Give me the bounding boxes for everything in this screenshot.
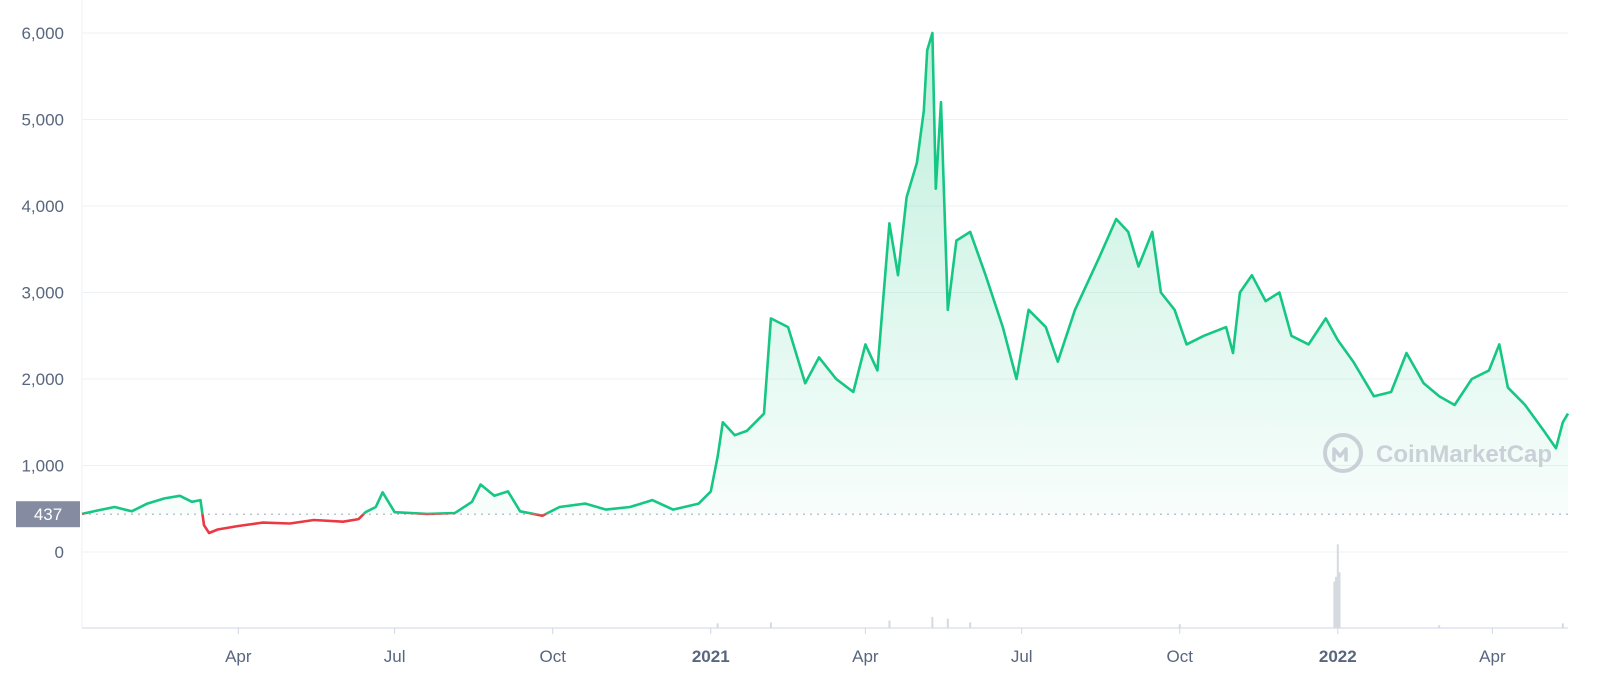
x-tick-label: 2021	[692, 647, 730, 666]
volume-bar	[969, 622, 972, 628]
y-tick-label: 6,000	[21, 24, 64, 43]
reference-label-box	[16, 501, 80, 528]
x-tick-label: Oct	[539, 647, 566, 666]
y-tick-label: 3,000	[21, 284, 64, 303]
x-tick-label: Apr	[1479, 647, 1506, 666]
grid	[81, 0, 1568, 629]
x-tick-label: Jul	[384, 647, 406, 666]
x-tick-label: Oct	[1167, 647, 1194, 666]
y-tick-label: 1,000	[21, 457, 64, 476]
price-line-below	[82, 514, 549, 535]
watermark: CoinMarketCap	[1323, 433, 1552, 473]
volume-bar	[769, 622, 772, 628]
volume-bar	[1335, 576, 1338, 628]
volume-bar	[931, 616, 934, 628]
volume-bar	[1333, 581, 1336, 628]
price-line	[81, 31, 1570, 535]
y-tick-label: 2,000	[21, 370, 64, 389]
x-tick-label: Apr	[225, 647, 252, 666]
volume-bar	[1438, 625, 1441, 628]
x-tick-label: 2022	[1319, 647, 1357, 666]
volume-bar	[716, 623, 719, 628]
volume-bars	[716, 544, 1564, 628]
y-tick-label: 0	[55, 543, 64, 562]
volume-bar	[888, 620, 891, 628]
volume-bar	[1336, 544, 1339, 628]
y-axis: 0 1,000 2,000 3,000 4,000 5,000 6,000	[21, 24, 64, 562]
volume-bar	[1338, 572, 1341, 628]
volume-bar	[1178, 624, 1181, 628]
volume-bar	[946, 618, 949, 628]
area-fill	[82, 33, 1568, 515]
y-tick-label: 5,000	[21, 111, 64, 130]
y-tick-label: 4,000	[21, 197, 64, 216]
x-axis: Apr Jul Oct 2021 Apr Jul Oct 2022 Apr	[225, 628, 1506, 666]
area-above-reference	[82, 33, 1568, 515]
reference-line: 437	[16, 501, 1568, 528]
watermark-text: CoinMarketCap	[1376, 441, 1552, 468]
x-tick-label: Jul	[1011, 647, 1033, 666]
coinmarketcap-logo-icon	[1323, 433, 1363, 473]
price-line-above	[81, 31, 1570, 515]
volume-bar	[1561, 623, 1564, 628]
x-tick-label: Apr	[852, 647, 879, 666]
reference-label: 437	[34, 505, 62, 524]
